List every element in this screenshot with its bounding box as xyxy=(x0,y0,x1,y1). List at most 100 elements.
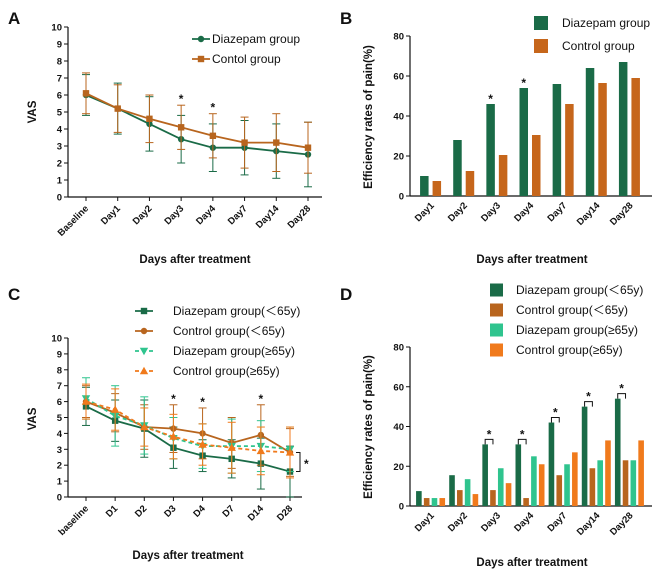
panel-a-legend-label: Contol group xyxy=(212,52,281,66)
panel-d-xtick-label: Day7 xyxy=(545,510,569,534)
panel-c-ytick-label: 0 xyxy=(57,493,62,504)
panel-d-bar xyxy=(622,460,629,506)
panel-b-bar xyxy=(618,62,628,196)
panel-a-letter: A xyxy=(8,9,20,28)
panel-c-series-line xyxy=(85,400,291,454)
panel-b-legend-swatch xyxy=(534,39,548,53)
panel-a-x-title: Days after treatment xyxy=(139,254,250,266)
panel-d-legend-label: Control group(＜65y) xyxy=(516,303,628,317)
panel-b-bar xyxy=(552,84,562,196)
panel-d-bar xyxy=(589,468,596,506)
panel-a-ytick-label: 2 xyxy=(57,159,62,170)
panel-c-legend-label: Control group(＜65y) xyxy=(173,324,285,338)
panel-a-series-line xyxy=(85,92,309,149)
panel-d-bar xyxy=(548,422,555,506)
panel-c-data-point xyxy=(256,446,266,455)
panel-d-significance-bracket xyxy=(617,393,627,399)
panel-d-legend-label: Control group(≥65y) xyxy=(516,343,623,357)
panel-c-legend-marker xyxy=(140,307,148,315)
panel-c-legend-label: Diazepam group(＜65y) xyxy=(173,304,300,318)
panel-d-bar xyxy=(515,444,522,506)
panel-a-data-point xyxy=(304,144,312,151)
panel-d-legend-swatch xyxy=(490,283,503,297)
panel-c-ytick-label: 2 xyxy=(57,461,62,472)
panel-c-xtick-label: D2 xyxy=(133,503,149,519)
panel-c-significance-star: * xyxy=(200,395,205,409)
panel-b-bar xyxy=(532,135,541,196)
panel-d-bar xyxy=(482,444,488,506)
panel-c-axes: C 0 1 2 3 4 5 6 7 8 9 10 VAS Days after treatment xyxy=(8,285,302,562)
panel-c-ytick-label: 8 xyxy=(57,365,62,376)
panel-a-xtick-label: Day1 xyxy=(99,203,123,227)
panel-c-data-point xyxy=(140,422,149,431)
panel-b-axes: B 0 20 40 60 80 Efficiency rates of pain(%) Day… xyxy=(340,9,652,266)
panel-c-ytick-label: 10 xyxy=(51,334,62,345)
panel-b-bar xyxy=(598,83,607,196)
panel-a-legend-marker xyxy=(197,55,205,63)
panel-a-xtick-label: Day14 xyxy=(254,203,282,231)
panel-a-data-point xyxy=(273,139,280,146)
panel-a-ytick-label: 6 xyxy=(57,91,62,102)
panel-a-ytick-label: 4 xyxy=(57,125,63,136)
panel-c-significance-star: * xyxy=(171,392,176,406)
panel-b-xtick-label: Day7 xyxy=(545,200,569,224)
panel-d-xtick-label: Day28 xyxy=(608,510,636,538)
panel-b-ytick-label: 20 xyxy=(393,152,404,163)
panel-b-bar xyxy=(519,88,528,196)
panel-a-y-title: VAS xyxy=(27,100,39,123)
panel-d-bar xyxy=(538,464,545,506)
panel-c-legend: Diazepam group(＜65y) Control group(＜65y) D… xyxy=(135,304,300,378)
panel-c-legend-label: Diazepam group(≥65y) xyxy=(173,344,295,358)
panel-a-ytick-label: 5 xyxy=(57,108,63,119)
panel-d-significance-bracket xyxy=(584,401,593,407)
panel-c-y-title: VAS xyxy=(27,407,39,430)
panel-d-legend-label: Diazepam group(＜65y) xyxy=(516,283,643,297)
panel-c-data-point xyxy=(169,432,178,440)
panel-a-ytick-label: 10 xyxy=(51,23,62,34)
panel-a-data-point xyxy=(114,105,121,112)
panel-d-bar xyxy=(597,460,603,506)
panel-c-legend-label: Control group(≥65y) xyxy=(173,364,280,378)
panel-b-xtick-label: Day14 xyxy=(575,200,603,228)
panel-c-legend-marker xyxy=(140,327,148,335)
panel-a-xtick-label: Day2 xyxy=(131,203,155,227)
panel-b-legend-swatch xyxy=(534,16,548,30)
panel-b-bar xyxy=(486,104,495,196)
panel-a-ytick-label: 8 xyxy=(57,57,62,68)
panel-b-xtick-label: Day3 xyxy=(479,200,503,224)
panel-d-bar xyxy=(581,406,588,506)
panel-d-xtick-label: Day3 xyxy=(479,510,503,534)
panel-c-data-point xyxy=(227,443,236,451)
panel-a-xtick-label: Baseline xyxy=(56,203,91,238)
panel-c-significance-star: * xyxy=(304,457,309,471)
panel-d-bar xyxy=(564,464,570,506)
panel-b-bar xyxy=(585,68,595,196)
panel-a-significance-star: * xyxy=(179,92,184,106)
panel-d-bar xyxy=(439,498,446,506)
panel-c-xtick-label: D28 xyxy=(275,503,295,523)
panel-c-series-line xyxy=(85,400,291,454)
panel-d-bar xyxy=(605,440,611,506)
panel-c-xtick-label: D14 xyxy=(246,503,267,524)
panel-d-bar xyxy=(630,460,637,506)
panel-d-ytick-label: 0 xyxy=(399,502,404,513)
panel-b-significance-star: * xyxy=(521,76,526,90)
panel-c-data-point xyxy=(81,397,91,405)
panel-c-xtick-label: D7 xyxy=(220,503,236,519)
panel-c-significance-bracket xyxy=(296,451,301,473)
panel-d-bar xyxy=(638,440,644,506)
panel-a-ytick-label: 7 xyxy=(57,74,62,85)
panel-d-significance-bracket xyxy=(550,417,560,423)
panel-a-series: Baseline Day1 Day2 Day3 Day4 Day7 Day14 Day28 * * xyxy=(56,72,313,239)
panel-d-bar xyxy=(423,498,430,506)
panel-b-legend-label: Control group xyxy=(562,39,635,53)
panel-b-significance-star: * xyxy=(488,92,493,106)
panel-c-xtick-label: baseline xyxy=(56,503,91,538)
panel-c-series-3 xyxy=(81,383,295,479)
panel-c-xtick-label: D1 xyxy=(104,503,121,520)
panel-d-bar xyxy=(556,475,563,506)
panel-a-data-point xyxy=(209,132,217,139)
panel-c-ytick-label: 5 xyxy=(57,413,63,424)
panel-a-significance-star: * xyxy=(211,101,216,115)
